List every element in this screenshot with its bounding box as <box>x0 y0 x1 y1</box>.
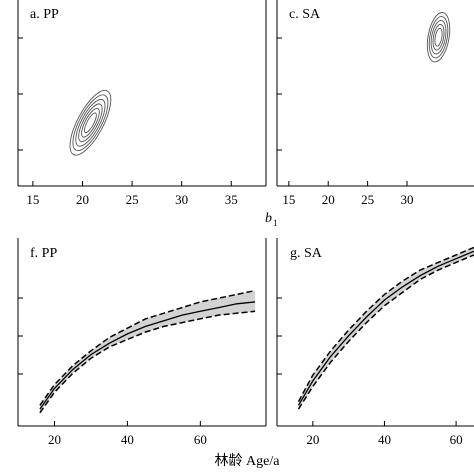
panel-a-x-tick-label-2: 25 <box>126 192 139 207</box>
panel-a-contour-1 <box>81 107 100 138</box>
panel-a-contour-0 <box>83 112 97 134</box>
panel-c-contour-2 <box>430 19 447 55</box>
panel-a-x-tick-label-0: 15 <box>26 192 39 207</box>
panel-g-lower-bound-line <box>297 254 474 410</box>
panel-g-confidence-band <box>298 247 474 410</box>
panel-f-lower-bound-line <box>39 310 256 414</box>
panel-a-contour-3 <box>75 98 106 147</box>
panel-a-contour-2 <box>78 103 103 143</box>
panel-c-x-tick-label-0: 15 <box>282 192 295 207</box>
panel-g: g. SA 20 40 60 <box>276 238 474 447</box>
panel-c: c. SA 15 20 25 30 <box>276 0 474 207</box>
b1-axis-label-subscript: 1 <box>273 218 278 228</box>
panel-a-x-tick-label-3: 30 <box>175 192 188 207</box>
panel-g-x-tick-label-0: 20 <box>306 432 319 447</box>
panel-g-x-tick-label-1: 40 <box>378 432 391 447</box>
age-axis-label: 林龄 Age/a <box>215 453 281 469</box>
panel-g-title: g. SA <box>290 246 323 261</box>
panel-a-x-tick-label-1: 20 <box>76 192 89 207</box>
b1-axis-label: b <box>265 211 272 226</box>
panel-a: a. PP 15 20 25 30 35 <box>17 0 267 207</box>
panel-a-contour-4 <box>72 94 109 152</box>
panel-c-contour-1 <box>432 23 445 51</box>
panel-c-contour-0 <box>434 27 443 47</box>
panel-c-contour-3 <box>428 16 449 59</box>
panel-a-title: a. PP <box>30 7 59 22</box>
panel-f-upper-bound-line <box>39 289 256 406</box>
panel-f-x-tick-label-0: 20 <box>48 432 61 447</box>
panel-f: f. PP 20 40 60 <box>17 238 267 447</box>
panel-f-x-tick-label-2: 60 <box>194 432 207 447</box>
panel-c-x-tick-label-1: 20 <box>322 192 335 207</box>
panel-g-fitted-line <box>297 250 474 406</box>
panel-a-x-tick-label-4: 35 <box>225 192 238 207</box>
panel-g-x-tick-label-2: 60 <box>450 432 463 447</box>
panel-f-title: f. PP <box>30 246 57 261</box>
panel-c-title: c. SA <box>289 7 321 22</box>
panel-f-x-tick-label-1: 40 <box>121 432 134 447</box>
panel-f-confidence-band <box>39 290 256 413</box>
panel-c-contour-4 <box>426 12 451 63</box>
panel-a-contour-5 <box>69 89 112 156</box>
panel-g-upper-bound-line <box>297 246 474 402</box>
panel-c-x-tick-label-3: 30 <box>401 192 414 207</box>
panel-c-x-tick-label-2: 25 <box>361 192 374 207</box>
panel-f-fitted-line <box>39 301 256 410</box>
